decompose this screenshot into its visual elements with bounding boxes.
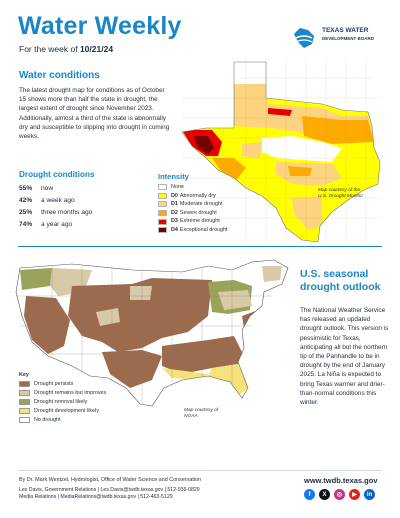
linkedin-icon[interactable]: in (364, 489, 375, 500)
key-label: Drought development likely (34, 408, 100, 414)
seasonal-outlook-body: The National Weather Service has release… (300, 307, 389, 407)
legend-label: Moderate drought (179, 201, 223, 208)
key-item: No drought (19, 416, 106, 425)
key-item: Drought remains but improves (19, 389, 106, 398)
key-swatch (19, 398, 30, 405)
legend-label: Exceptional drought (179, 226, 228, 233)
legend-label: Extreme drought (179, 218, 220, 225)
youtube-icon[interactable]: ▶ (349, 489, 360, 500)
legend-swatch (158, 210, 167, 217)
x-icon[interactable]: X (319, 489, 330, 500)
key-item: Drought removal likely (19, 398, 106, 407)
footer-contact-media: Media Relations | MediaRelations@twdb.te… (19, 494, 173, 500)
footer-divider (18, 470, 382, 471)
logo-wordmark: TEXAS WATER DEVELOPMENT BOARD (322, 27, 375, 41)
key-label: No drought (34, 417, 61, 423)
week-subtitle: For the week of 10/21/24 (19, 44, 114, 54)
outlook-key-legend: Drought persists Drought remains but impr… (19, 380, 106, 425)
legend-label: Severe drought (179, 209, 217, 216)
legend-swatch (158, 201, 167, 208)
legend-code: D2 (171, 209, 178, 216)
legend-item: None (158, 183, 228, 192)
footer-contact-gov: Les Davis, Government Relations | Les.Da… (19, 487, 200, 493)
week-date: 10/21/24 (79, 44, 114, 54)
legend-item: D2 Severe drought (158, 209, 228, 218)
us-drought-outlook-map (15, 259, 289, 407)
key-swatch (19, 407, 30, 414)
legend-item: D0 Abnormally dry (158, 192, 228, 201)
outlook-key-heading: Key (19, 372, 29, 378)
us-map-credit: Map courtesy of NOAA (184, 408, 219, 419)
key-item: Drought persists (19, 380, 106, 389)
key-swatch (19, 416, 30, 423)
list-item: 55% now (19, 185, 54, 192)
legend-swatch (158, 184, 167, 191)
legend-swatch (158, 227, 167, 234)
legend-swatch (158, 218, 167, 225)
footer-author: By Dr. Mark Wentzel, Hydrologist, Office… (19, 477, 202, 483)
list-item: 74% a year ago (19, 221, 73, 228)
key-label: Drought persists (34, 381, 74, 387)
legend-label: None (171, 184, 184, 190)
legend-item: D1 Moderate drought (158, 200, 228, 209)
water-conditions-body: The latest drought map for conditions as… (19, 87, 170, 141)
list-item: 25% three months ago (19, 209, 93, 216)
texas-drought-map (181, 58, 382, 246)
drought-conditions-heading: Drought conditions (19, 170, 95, 179)
legend-code: D4 (171, 226, 178, 233)
legend-code: D1 (171, 201, 178, 208)
key-label: Drought removal likely (34, 399, 88, 405)
seasonal-outlook-heading: U.S. seasonal drought outlook (300, 268, 381, 293)
key-label: Drought remains but improves (34, 390, 107, 396)
legend-code: D0 (171, 192, 178, 199)
key-item: Drought development likely (19, 407, 106, 416)
list-item: 42% a week ago (19, 197, 75, 204)
twdb-logo-icon (294, 28, 314, 48)
legend-item: D3 Extreme drought (158, 217, 228, 226)
section-divider (18, 246, 382, 247)
intensity-legend: None D0 Abnormally dry D1 Moderate drought D2… (158, 183, 228, 235)
key-swatch (19, 380, 30, 387)
key-swatch (19, 389, 30, 396)
legend-label: Abnormally dry (179, 192, 216, 199)
page-title: Water Weekly (18, 12, 182, 40)
water-conditions-heading: Water conditions (19, 70, 100, 81)
tx-map-credit: Map courtesy of the U.S. Drought Monitor (318, 188, 364, 199)
legend-item: D4 Exceptional drought (158, 226, 228, 235)
intensity-heading: Intensity (158, 172, 189, 181)
website-link[interactable]: www.twdb.texas.gov (304, 476, 378, 485)
legend-code: D3 (171, 218, 178, 225)
drought-conditions-list: 55% now 42% a week ago 25% three months ago… (19, 183, 92, 231)
legend-swatch (158, 192, 167, 199)
facebook-icon[interactable]: f (304, 489, 315, 500)
social-links: f X ◎ ▶ in (304, 489, 375, 500)
instagram-icon[interactable]: ◎ (334, 489, 345, 500)
